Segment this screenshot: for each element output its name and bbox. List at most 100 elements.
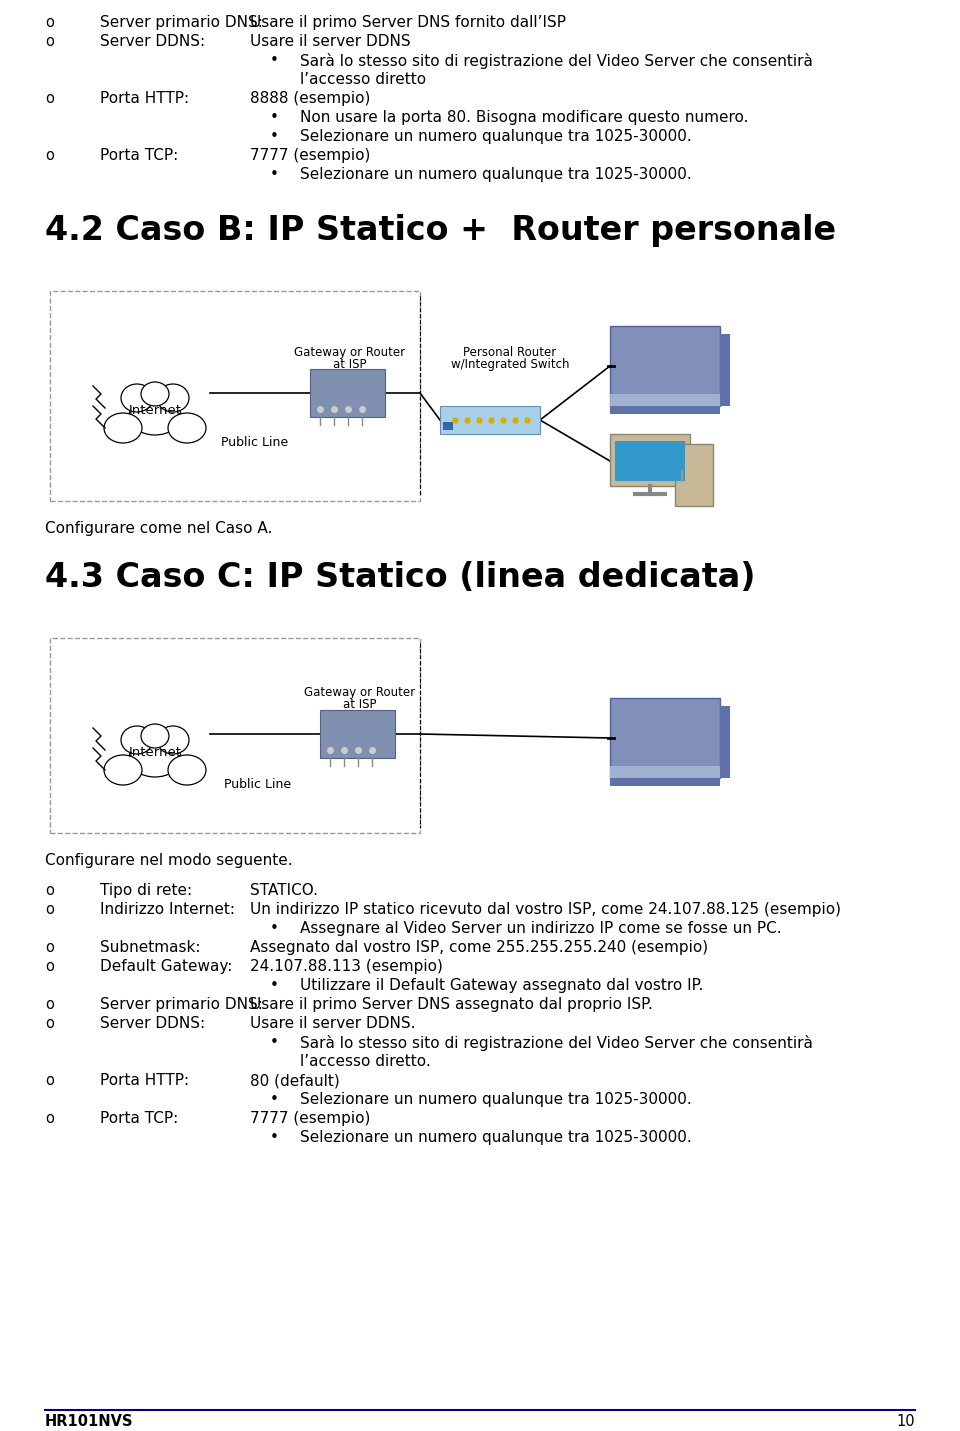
Text: Porta HTTP:: Porta HTTP: [100, 1073, 189, 1088]
Text: o: o [45, 1110, 54, 1126]
Text: 24.107.88.113 (esempio): 24.107.88.113 (esempio) [250, 959, 443, 975]
Ellipse shape [104, 756, 142, 786]
Text: PC: PC [636, 452, 663, 469]
Ellipse shape [129, 396, 181, 435]
Text: Usare il primo Server DNS fornito dall’ISP: Usare il primo Server DNS fornito dall’I… [250, 14, 566, 30]
Text: Porta TCP:: Porta TCP: [100, 1110, 179, 1126]
Ellipse shape [168, 414, 206, 444]
Text: o: o [45, 14, 54, 30]
Text: Sarà lo stesso sito di registrazione del Video Server che consentirà: Sarà lo stesso sito di registrazione del… [300, 1035, 813, 1050]
Text: o: o [45, 997, 54, 1012]
Text: Porta TCP:: Porta TCP: [100, 147, 179, 163]
Text: Server DDNS:: Server DDNS: [100, 34, 205, 49]
FancyBboxPatch shape [610, 778, 720, 786]
Ellipse shape [157, 384, 189, 412]
FancyBboxPatch shape [675, 444, 713, 507]
Text: Assegnato dal vostro ISP, come 255.255.255.240 (esempio): Assegnato dal vostro ISP, come 255.255.2… [250, 940, 708, 954]
Text: o: o [45, 92, 54, 106]
Text: 8888 (esempio): 8888 (esempio) [250, 92, 371, 106]
Text: Internet: Internet [129, 404, 181, 416]
Text: Server primario DNS:: Server primario DNS: [100, 14, 263, 30]
Text: o: o [45, 1016, 54, 1030]
Text: Usare il primo Server DNS assegnato dal proprio ISP.: Usare il primo Server DNS assegnato dal … [250, 997, 653, 1012]
Text: Non usare la porta 80. Bisogna modificare questo numero.: Non usare la porta 80. Bisogna modificar… [300, 110, 749, 124]
Text: Configurare nel modo seguente.: Configurare nel modo seguente. [45, 853, 293, 869]
Text: Sarà lo stesso sito di registrazione del Video Server che consentirà: Sarà lo stesso sito di registrazione del… [300, 53, 813, 69]
Text: o: o [45, 34, 54, 49]
Text: Selezionare un numero qualunque tra 1025-30000.: Selezionare un numero qualunque tra 1025… [300, 129, 692, 145]
Ellipse shape [157, 726, 189, 754]
Ellipse shape [168, 756, 206, 786]
FancyBboxPatch shape [610, 698, 720, 778]
Text: •: • [270, 922, 278, 936]
Text: Internet: Internet [129, 746, 181, 758]
Text: l’accesso diretto: l’accesso diretto [300, 72, 426, 87]
Text: Public Line: Public Line [225, 778, 292, 791]
FancyBboxPatch shape [610, 326, 720, 406]
Ellipse shape [129, 738, 181, 777]
Text: 7777 (esempio): 7777 (esempio) [250, 147, 371, 163]
FancyBboxPatch shape [610, 434, 690, 487]
Text: •: • [270, 1092, 278, 1108]
Text: l’accesso diretto.: l’accesso diretto. [300, 1055, 431, 1069]
Text: Porta HTTP:: Porta HTTP: [100, 92, 189, 106]
Text: 10: 10 [897, 1414, 915, 1430]
Text: Gateway or Router: Gateway or Router [304, 685, 416, 698]
Text: Subnetmask:: Subnetmask: [100, 940, 201, 954]
Text: Server primario DNS:: Server primario DNS: [100, 997, 263, 1012]
Text: Gateway or Router: Gateway or Router [295, 346, 405, 359]
Text: at ISP: at ISP [333, 358, 367, 371]
Text: 80 (default): 80 (default) [250, 1073, 340, 1088]
FancyBboxPatch shape [610, 766, 720, 778]
FancyBboxPatch shape [615, 441, 685, 481]
Text: NVS: NVS [644, 365, 686, 384]
Text: 7777 (esempio): 7777 (esempio) [250, 1110, 371, 1126]
Text: Assegnare al Video Server un indirizzo IP come se fosse un PC.: Assegnare al Video Server un indirizzo I… [300, 922, 781, 936]
Text: Default Gateway:: Default Gateway: [100, 959, 232, 975]
Ellipse shape [121, 726, 153, 754]
Text: •: • [270, 53, 278, 69]
Bar [50, 638, 420, 833]
Text: at ISP: at ISP [344, 698, 376, 711]
Text: •: • [270, 167, 278, 182]
Text: NVS: NVS [644, 737, 686, 756]
Text: Server DDNS:: Server DDNS: [100, 1016, 205, 1030]
Text: Selezionare un numero qualunque tra 1025-30000.: Selezionare un numero qualunque tra 1025… [300, 1130, 692, 1145]
Ellipse shape [104, 414, 142, 444]
Text: •: • [270, 1035, 278, 1050]
Text: Usare il server DDNS: Usare il server DDNS [250, 34, 411, 49]
Text: HR101NVS: HR101NVS [45, 1414, 133, 1430]
Text: o: o [45, 1073, 54, 1088]
Text: •: • [270, 977, 278, 993]
Text: Public Line: Public Line [222, 436, 289, 449]
Text: o: o [45, 883, 54, 899]
Text: Selezionare un numero qualunque tra 1025-30000.: Selezionare un numero qualunque tra 1025… [300, 1092, 692, 1108]
Ellipse shape [141, 724, 169, 748]
Ellipse shape [121, 384, 153, 412]
Text: Utilizzare il Default Gateway assegnato dal vostro IP.: Utilizzare il Default Gateway assegnato … [300, 977, 704, 993]
Text: o: o [45, 940, 54, 954]
Text: Indirizzo Internet:: Indirizzo Internet: [100, 902, 235, 917]
FancyBboxPatch shape [443, 422, 453, 429]
Text: Usare il server DDNS.: Usare il server DDNS. [250, 1016, 416, 1030]
FancyBboxPatch shape [310, 369, 385, 416]
FancyBboxPatch shape [320, 710, 395, 758]
Text: Personal Router: Personal Router [464, 346, 557, 359]
Text: •: • [270, 129, 278, 145]
Text: Tipo di rete:: Tipo di rete: [100, 883, 192, 899]
Text: o: o [45, 147, 54, 163]
FancyBboxPatch shape [610, 406, 720, 414]
Bar [50, 290, 420, 501]
Text: Selezionare un numero qualunque tra 1025-30000.: Selezionare un numero qualunque tra 1025… [300, 167, 692, 182]
FancyBboxPatch shape [440, 406, 540, 434]
Text: 4.3 Caso C: IP Statico (linea dedicata): 4.3 Caso C: IP Statico (linea dedicata) [45, 561, 756, 594]
FancyBboxPatch shape [610, 394, 720, 406]
FancyBboxPatch shape [720, 705, 730, 778]
Text: o: o [45, 959, 54, 975]
Text: Un indirizzo IP statico ricevuto dal vostro ISP, come 24.107.88.125 (esempio): Un indirizzo IP statico ricevuto dal vos… [250, 902, 841, 917]
Text: w/Integrated Switch: w/Integrated Switch [451, 358, 569, 371]
Text: Configurare come nel Caso A.: Configurare come nel Caso A. [45, 521, 273, 537]
FancyBboxPatch shape [720, 333, 730, 406]
Text: STATICO.: STATICO. [250, 883, 318, 899]
Text: 4.2 Caso B: IP Statico +  Router personale: 4.2 Caso B: IP Statico + Router personal… [45, 215, 836, 248]
